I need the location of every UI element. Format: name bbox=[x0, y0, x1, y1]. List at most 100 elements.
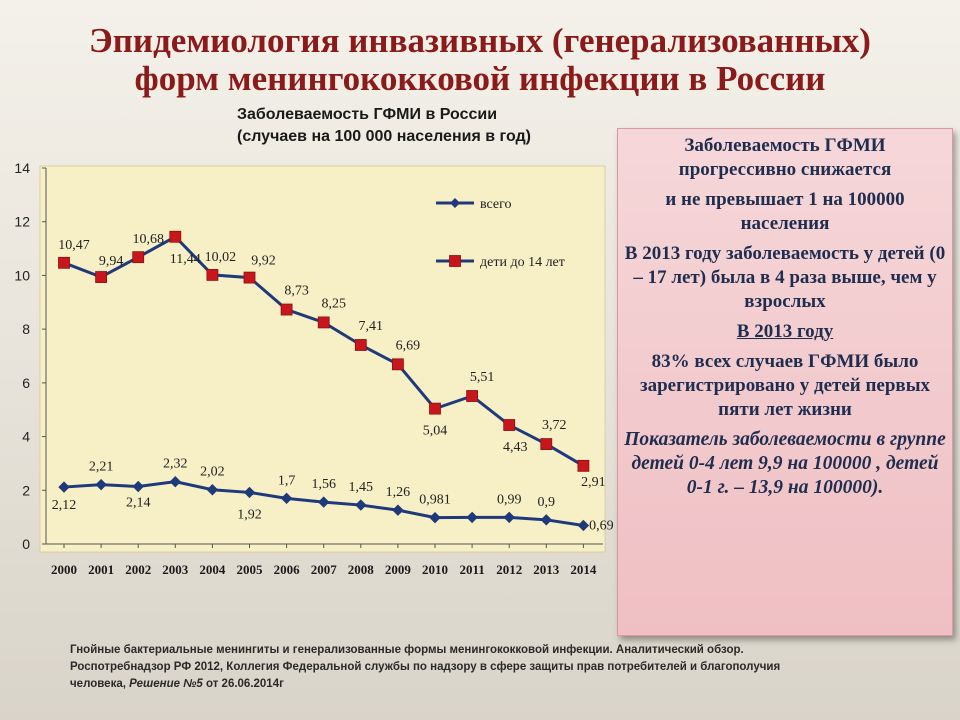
data-label: 0,9 bbox=[538, 495, 556, 510]
x-tick-label: 2000 bbox=[51, 562, 77, 577]
data-label: 10,47 bbox=[58, 238, 90, 253]
data-point-children bbox=[354, 339, 367, 351]
data-point-children bbox=[95, 271, 107, 283]
data-label: 1,92 bbox=[237, 507, 262, 522]
axes: 0 2 4 6 8 10 12 14 2000 2001 2002 2003 2004 2005 2006 2… bbox=[14, 160, 603, 577]
data-label: 0,99 bbox=[497, 492, 522, 507]
legend-marker-total bbox=[450, 198, 460, 208]
data-label: 9,94 bbox=[99, 254, 124, 269]
data-label: 1,26 bbox=[386, 485, 411, 500]
data-point-total bbox=[466, 511, 478, 524]
y-tick-label: 6 bbox=[22, 375, 30, 391]
x-tick-label: 2003 bbox=[162, 562, 189, 577]
info-threshold-text: и не превышает 1 на 100000 населения bbox=[665, 189, 905, 234]
footnote-line3: человека, Решение №5 от 26.06.2014г bbox=[70, 676, 920, 693]
y-tick-label: 8 bbox=[22, 321, 30, 337]
data-point-children bbox=[58, 256, 70, 269]
data-label: 8,73 bbox=[284, 284, 309, 299]
legend-marker-children bbox=[449, 255, 461, 267]
info-box: Заболеваемость ГФМИ прогрессивно снижает… bbox=[617, 128, 953, 636]
y-tick-label: 14 bbox=[14, 160, 30, 176]
data-point-children bbox=[577, 459, 590, 472]
legend-label: дети до 14 лет bbox=[480, 255, 565, 270]
y-tick-label: 10 bbox=[14, 267, 30, 283]
x-tick-label: 2006 bbox=[274, 562, 301, 577]
slide-title: Эпидемиология инвазивных (генерализованн… bbox=[0, 22, 960, 98]
info-year-heading: В 2013 году bbox=[736, 321, 834, 342]
legend: всего дети до 14 лет bbox=[436, 197, 565, 270]
info-children-ratio-text: В 2013 году заболеваемость у детей (0 – … bbox=[624, 243, 946, 312]
data-point-total bbox=[243, 486, 256, 499]
data-point-total bbox=[132, 480, 144, 493]
data-label: 2,21 bbox=[89, 460, 114, 475]
x-tick-label: 2004 bbox=[199, 562, 226, 577]
data-label: 10,68 bbox=[132, 232, 164, 247]
data-point-total bbox=[392, 504, 404, 516]
footnote-line1: Гнойные бактериальные менингиты и генера… bbox=[70, 644, 744, 656]
data-point-total bbox=[503, 511, 515, 524]
data-label: 9,92 bbox=[251, 254, 276, 269]
data-label: 5,04 bbox=[423, 424, 448, 439]
info-decrease-text: Заболеваемость ГФМИ прогрессивно снижает… bbox=[678, 135, 892, 180]
data-point-children bbox=[169, 230, 182, 243]
data-label: 0,981 bbox=[419, 493, 451, 508]
data-point-total bbox=[58, 481, 70, 493]
x-tick-label: 2008 bbox=[348, 562, 375, 577]
x-tick-label: 2010 bbox=[422, 562, 448, 577]
y-tick-label: 12 bbox=[14, 214, 30, 230]
data-label: 4,43 bbox=[503, 440, 528, 455]
data-label: 0,69 bbox=[589, 518, 614, 533]
footnote: Гнойные бактериальные менингиты и генера… bbox=[70, 642, 920, 693]
data-point-total bbox=[355, 499, 367, 511]
footnote-line3-start: человека, bbox=[70, 678, 130, 690]
data-label: 1,56 bbox=[311, 477, 336, 492]
data-point-total bbox=[317, 496, 330, 508]
x-tick-label: 2002 bbox=[125, 562, 151, 577]
data-point-children bbox=[503, 419, 516, 431]
slide-title-line1: Эпидемиология инвазивных (генерализованн… bbox=[89, 21, 871, 60]
data-point-children bbox=[206, 268, 219, 281]
data-point-total bbox=[280, 492, 293, 505]
x-tick-label: 2009 bbox=[385, 562, 412, 577]
footnote-decision: Решение №5 bbox=[129, 678, 203, 690]
data-point-total bbox=[429, 511, 441, 524]
x-tick-label: 2001 bbox=[88, 562, 114, 577]
data-label: 11,44 bbox=[170, 252, 201, 267]
data-point-children bbox=[243, 271, 256, 284]
slide-title-line2: форм менингококковой инфекции в России bbox=[134, 59, 826, 98]
data-label: 2,12 bbox=[52, 498, 77, 513]
x-tick-label: 2012 bbox=[496, 562, 522, 577]
data-point-children bbox=[280, 303, 293, 316]
data-label: 1,45 bbox=[349, 480, 374, 495]
data-label: 7,41 bbox=[359, 319, 384, 334]
data-label: 10,02 bbox=[205, 250, 237, 265]
y-tick-label: 2 bbox=[22, 482, 30, 498]
info-rate-text: Показатель заболеваемости в группе детей… bbox=[624, 429, 946, 498]
x-tick-label: 2014 bbox=[570, 562, 597, 577]
x-tick-label: 2011 bbox=[459, 562, 484, 577]
data-point-children bbox=[540, 438, 553, 450]
data-label: 2,91 bbox=[581, 475, 606, 490]
data-label: 6,69 bbox=[396, 338, 421, 353]
data-label: 8,25 bbox=[321, 296, 346, 311]
x-tick-label: 2005 bbox=[237, 562, 264, 577]
footnote-line2: Роспотребнадзор РФ 2012, Коллегия Федера… bbox=[70, 661, 781, 673]
data-point-children bbox=[391, 358, 404, 371]
data-label: 1,7 bbox=[278, 473, 296, 488]
line-chart: 0 2 4 6 8 10 12 14 2000 2001 2002 2003 2004 2005 2006 2… bbox=[14, 160, 614, 577]
x-tick-label: 2007 bbox=[311, 562, 338, 577]
data-point-children bbox=[466, 390, 479, 402]
y-tick-label: 0 bbox=[22, 536, 30, 552]
chart-heading: Заболеваемость ГФМИ в России (случаев на… bbox=[237, 104, 617, 148]
data-point-children bbox=[317, 316, 330, 329]
data-label: 2,32 bbox=[163, 457, 188, 472]
y-tick-label: 4 bbox=[22, 429, 30, 445]
series-layer: 2,12 2,21 2,14 2,32 2,02 1,92 1,7 1,56 1,45 1,26 0… bbox=[52, 230, 614, 533]
data-label: 2,02 bbox=[200, 465, 225, 480]
info-under-five-text: 83% всех случаев ГФМИ было зарегистриров… bbox=[639, 351, 931, 420]
data-point-total bbox=[577, 519, 590, 532]
chart-heading-line2: (случаев на 100 000 населения в год) bbox=[237, 128, 532, 145]
data-point-total bbox=[95, 478, 107, 491]
data-point-total bbox=[206, 484, 219, 496]
data-point-children bbox=[132, 251, 145, 264]
